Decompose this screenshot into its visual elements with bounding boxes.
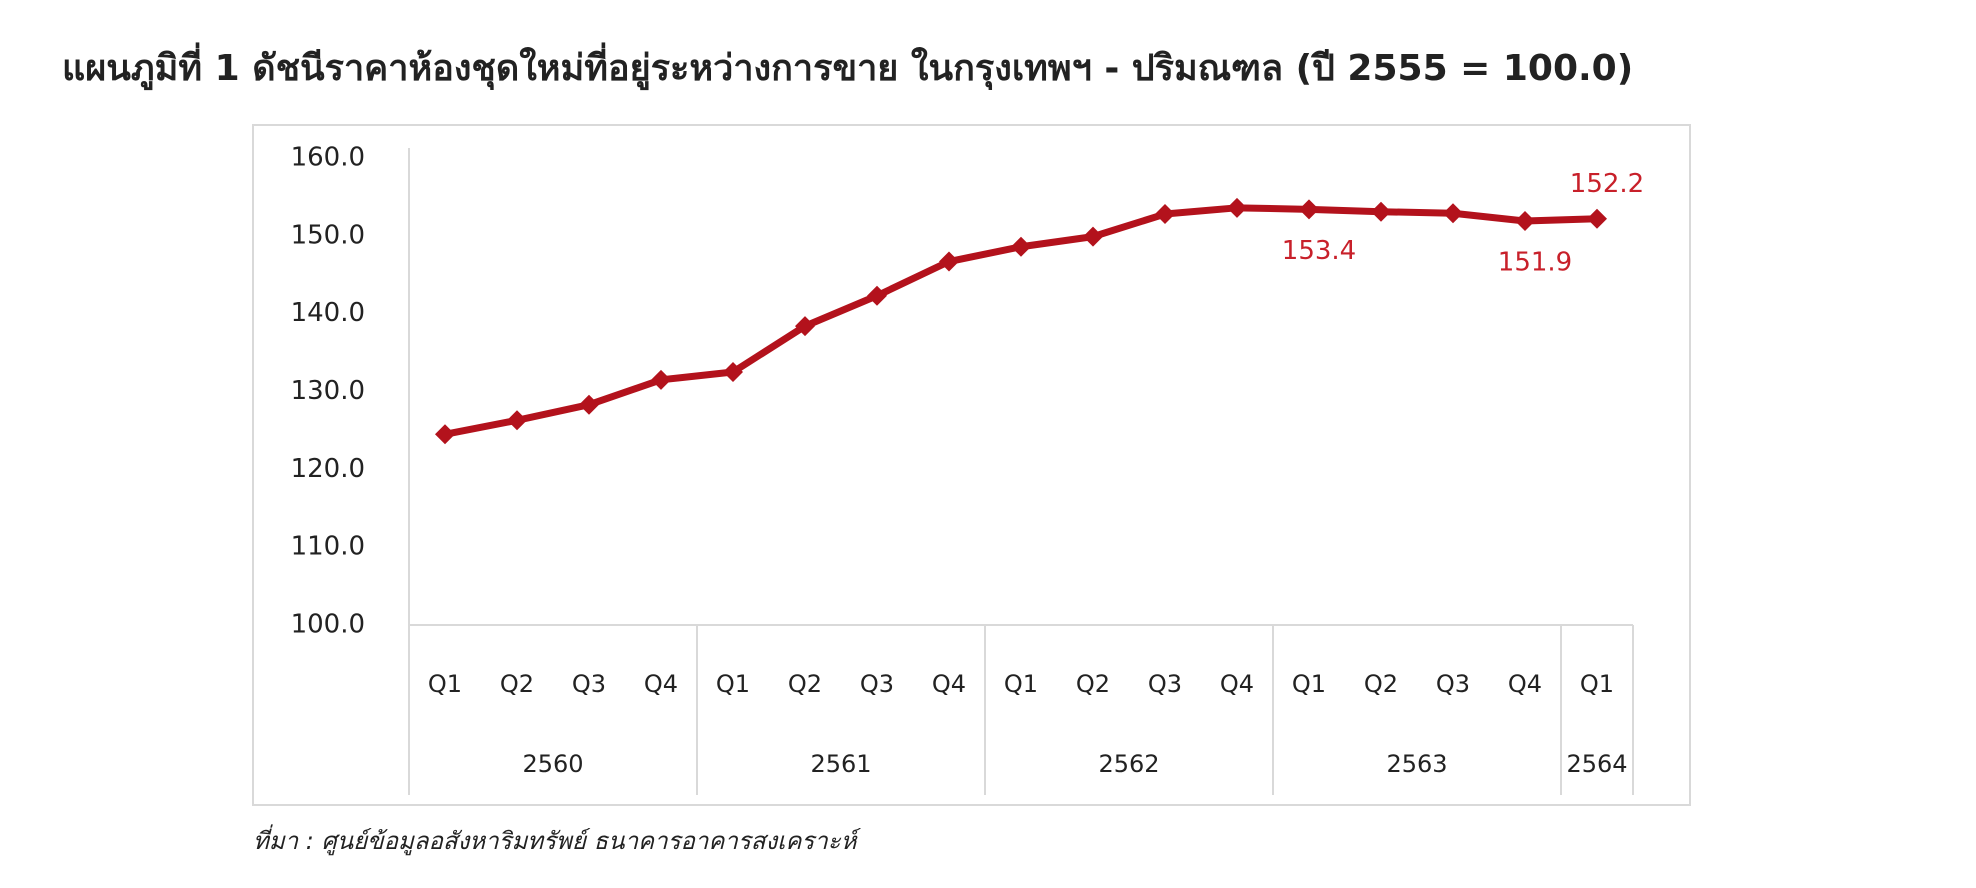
x-tick-label: Q3 xyxy=(860,670,894,698)
y-tick-label: 100.0 xyxy=(291,610,365,640)
point-marker xyxy=(579,394,599,415)
point-marker xyxy=(867,285,887,306)
y-tick-label: 150.0 xyxy=(291,220,365,250)
point-marker xyxy=(723,362,743,383)
x-tick-label: Q4 xyxy=(932,670,966,698)
x-tick-label: Q2 xyxy=(500,670,534,698)
x-group-label: 2561 xyxy=(810,750,871,778)
x-tick-label: Q4 xyxy=(1508,670,1542,698)
y-tick-label: 110.0 xyxy=(291,532,365,562)
y-tick-label: 160.0 xyxy=(291,143,365,173)
point-marker xyxy=(507,410,527,431)
x-tick-label: Q3 xyxy=(1148,670,1182,698)
x-tick-label: Q1 xyxy=(716,670,750,698)
point-marker xyxy=(1011,236,1031,257)
y-tick-label: 130.0 xyxy=(291,376,365,406)
x-tick-label: Q2 xyxy=(1364,670,1398,698)
x-group-label: 2562 xyxy=(1098,750,1159,778)
x-tick-label: Q1 xyxy=(1292,670,1326,698)
y-tick-label: 140.0 xyxy=(291,298,365,328)
point-marker xyxy=(1371,201,1391,222)
x-tick-label: Q3 xyxy=(572,670,606,698)
data-label: 152.2 xyxy=(1570,169,1644,199)
point-marker xyxy=(795,316,815,337)
x-tick-label: Q4 xyxy=(1220,670,1254,698)
x-group-label: 2563 xyxy=(1386,750,1447,778)
point-marker xyxy=(1443,203,1463,224)
point-marker xyxy=(1155,204,1175,225)
point-marker xyxy=(939,251,959,272)
point-marker xyxy=(1083,226,1103,247)
point-marker xyxy=(1227,197,1247,218)
data-label: 153.4 xyxy=(1282,236,1356,266)
point-marker xyxy=(435,424,455,445)
x-tick-label: Q1 xyxy=(1580,670,1614,698)
source-note: ที่มา : ศูนย์ข้อมูลอสังหาริมทรัพย์ ธนาคา… xyxy=(253,824,861,856)
x-tick-label: Q1 xyxy=(428,670,462,698)
x-tick-label: Q4 xyxy=(644,670,678,698)
x-group-label: 2560 xyxy=(522,750,583,778)
x-tick-label: Q2 xyxy=(788,670,822,698)
point-marker xyxy=(1587,208,1607,229)
point-marker xyxy=(1515,211,1535,232)
y-tick-label: 120.0 xyxy=(291,454,365,484)
chart-title: แผนภูมิที่ 1 ดัชนีราคาห้องชุดใหม่ที่อยู่… xyxy=(62,42,1633,91)
point-marker xyxy=(651,369,671,390)
x-tick-label: Q3 xyxy=(1436,670,1470,698)
data-label: 151.9 xyxy=(1498,248,1572,278)
x-group-label: 2564 xyxy=(1566,750,1627,778)
x-tick-label: Q1 xyxy=(1004,670,1038,698)
x-tick-label: Q2 xyxy=(1076,670,1110,698)
chart-frame xyxy=(252,124,1691,806)
point-marker xyxy=(1299,199,1319,220)
